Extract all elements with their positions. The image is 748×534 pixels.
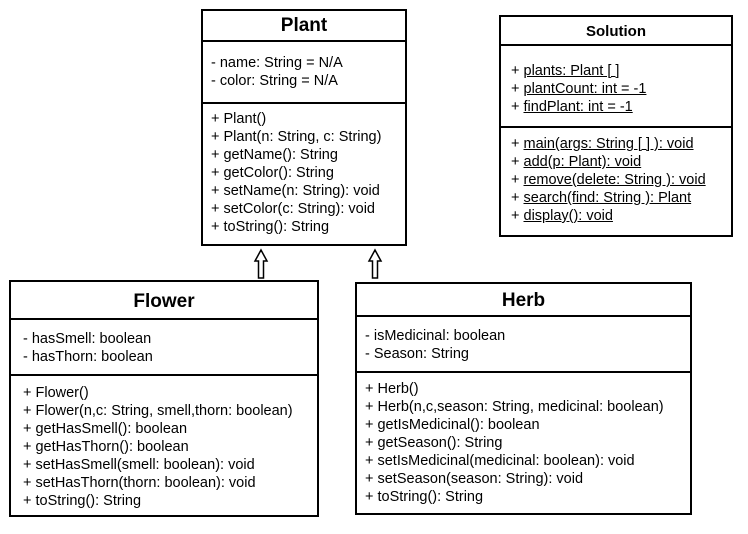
attribute: + plantCount: int = -1: [511, 81, 647, 97]
static-operation: display(): void: [523, 208, 613, 224]
operation: + Herb(): [365, 381, 419, 397]
attribute: + findPlant: int = -1: [511, 99, 633, 115]
generalization-arrow-herb-to-plant: [367, 248, 383, 279]
operation: + setName(n: String): void: [211, 183, 380, 199]
generalization-arrow-flower-to-plant: [253, 248, 269, 279]
static-operation: search(find: String ): Plant: [523, 190, 692, 206]
operation: + Plant(): [211, 111, 267, 127]
operation: + setHasThorn(thorn: boolean): void: [23, 475, 256, 491]
solution-class-name: Solution: [501, 17, 731, 46]
attribute: + plants: Plant [ ]: [511, 63, 620, 79]
operation: + add(p: Plant): void: [511, 154, 642, 170]
operation: + setSeason(season: String): void: [365, 471, 584, 487]
operation: + setIsMedicinal(medicinal: boolean): vo…: [365, 453, 635, 469]
operation: + getIsMedicinal(): boolean: [365, 417, 540, 433]
solution-attributes: + plants: Plant [ ] + plantCount: int = …: [501, 46, 731, 128]
flower-class: Flower - hasSmell: boolean - hasThorn: b…: [9, 280, 319, 517]
operation: + getSeason(): String: [365, 435, 503, 451]
static-attribute: plantCount: int = -1: [523, 81, 647, 97]
operation: + Flower(n,c: String, smell,thorn: boole…: [23, 403, 293, 419]
operation: + display(): void: [511, 208, 613, 224]
static-operation: main(args: String [ ] ): void: [523, 136, 694, 152]
attribute: - name: String = N/A: [211, 55, 343, 71]
operation: + getHasThorn(): boolean: [23, 439, 189, 455]
herb-class-name: Herb: [357, 284, 690, 317]
operation: + Flower(): [23, 385, 89, 401]
plant-class-name: Plant: [203, 11, 405, 42]
operation: + setHasSmell(smell: boolean): void: [23, 457, 255, 473]
herb-operations: + Herb() + Herb(n,c,season: String, medi…: [357, 373, 690, 506]
operation: + Plant(n: String, c: String): [211, 129, 382, 145]
operation: + getHasSmell(): boolean: [23, 421, 188, 437]
operation: + toString(): String: [23, 493, 142, 509]
plant-operations: + Plant() + Plant(n: String, c: String) …: [203, 104, 405, 236]
herb-class: Herb - isMedicinal: boolean - Season: St…: [355, 282, 692, 515]
operation: + toString(): String: [211, 219, 330, 235]
static-attribute: plants: Plant [ ]: [523, 63, 620, 79]
attribute: - color: String = N/A: [211, 73, 338, 89]
static-operation: remove(delete: String ): void: [523, 172, 706, 188]
plant-attributes: - name: String = N/A - color: String = N…: [203, 42, 405, 104]
operation: + setColor(c: String): void: [211, 201, 375, 217]
operation: + search(find: String ): Plant: [511, 190, 692, 206]
operation: + Herb(n,c,season: String, medicinal: bo…: [365, 399, 664, 415]
flower-class-name: Flower: [11, 282, 317, 320]
operation: + toString(): String: [365, 489, 484, 505]
operation: + remove(delete: String ): void: [511, 172, 706, 188]
attribute: - isMedicinal: boolean: [365, 328, 506, 344]
operation: + getName(): String: [211, 147, 338, 163]
operation: + main(args: String [ ] ): void: [511, 136, 694, 152]
flower-attributes: - hasSmell: boolean - hasThorn: boolean: [11, 320, 317, 376]
herb-attributes: - isMedicinal: boolean - Season: String: [357, 317, 690, 373]
static-operation: add(p: Plant): void: [523, 154, 642, 170]
solution-operations: + main(args: String [ ] ): void + add(p:…: [501, 128, 731, 225]
attribute: - hasSmell: boolean: [23, 331, 152, 347]
flower-operations: + Flower() + Flower(n,c: String, smell,t…: [11, 376, 317, 510]
static-attribute: findPlant: int = -1: [523, 99, 633, 115]
operation: + getColor(): String: [211, 165, 334, 181]
solution-class: Solution + plants: Plant [ ] + plantCoun…: [499, 15, 733, 237]
plant-class: Plant - name: String = N/A - color: Stri…: [201, 9, 407, 246]
attribute: - Season: String: [365, 346, 469, 362]
attribute: - hasThorn: boolean: [23, 349, 153, 365]
